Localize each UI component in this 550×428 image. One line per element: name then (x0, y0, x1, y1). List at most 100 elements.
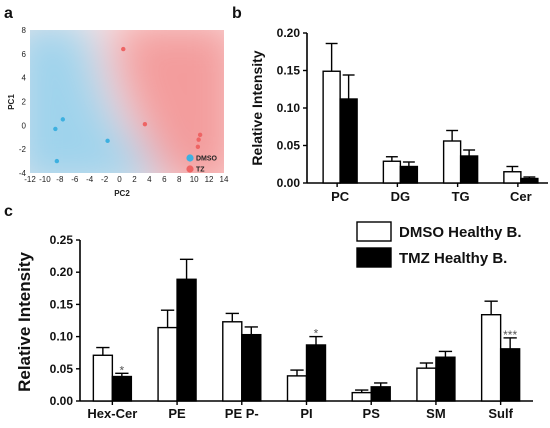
category-label: PC (331, 189, 350, 204)
y-tick-label: 0.10 (277, 101, 301, 115)
category-label: PE (168, 406, 186, 421)
bar-dmso (480, 314, 502, 402)
bar-dmso (222, 321, 243, 402)
panel-b-letter: b (232, 5, 242, 22)
pca-point-dmso (105, 138, 110, 144)
panel-a-letter: a (4, 5, 13, 22)
pca-x-axis-label: PC2 (114, 189, 130, 198)
bar-dmso (92, 354, 114, 402)
bar-dmso (157, 326, 178, 402)
bar-dmso (322, 70, 341, 184)
significance-marker: * (120, 363, 125, 377)
pca-legend: DMSO TZ (186, 154, 218, 174)
pca-point-dmso (53, 126, 58, 132)
significance-marker: *** (503, 328, 517, 342)
y-tick-label: 0.05 (50, 362, 74, 376)
bar-tmz (339, 98, 358, 184)
pca-point-dmso (54, 158, 60, 164)
pca-x-tick-label: -6 (71, 175, 79, 184)
y-tick-label: 0.15 (50, 297, 74, 311)
category-label: Sulf (488, 406, 513, 421)
y-tick-label: 0.15 (277, 64, 301, 78)
bar-dmso (286, 375, 308, 402)
legend-marker-tz (186, 165, 194, 173)
bar-tmz (111, 375, 133, 402)
category-label: PE P- (225, 406, 259, 421)
category-label: SM (426, 406, 446, 421)
pca-point-tz (195, 144, 201, 149)
pca-point-dmso (60, 117, 66, 122)
pca-point-tz (121, 46, 126, 52)
pca-y-axis-label: PC1 (7, 94, 16, 110)
pca-y-tick-label: 2 (22, 98, 27, 107)
y-tick-label: 0.10 (50, 330, 74, 344)
bar-tmz (305, 344, 327, 402)
pca-x-tick-label: 0 (117, 175, 122, 184)
pca-y-tick-label: 4 (22, 74, 27, 83)
category-label: PI (300, 406, 312, 421)
pca-y-tick-label: 8 (22, 26, 27, 35)
legend-label-tmz: TMZ Healthy B. (399, 250, 507, 267)
legend-swatch-tmz (356, 247, 392, 268)
y-tick-label: 0.25 (50, 233, 74, 247)
pca-x-tick-label: -8 (56, 175, 64, 184)
pca-x-tick-label: 12 (205, 175, 214, 184)
bar-chart-b: Relative Intensity 0.00 0.05 0.10 0.15 0.20 P… (249, 26, 548, 204)
bar-tmz (459, 155, 479, 184)
legend-label-dmso: DMSO Healthy B. (399, 224, 522, 241)
pca-y-tick-label: -4 (19, 169, 27, 178)
bar-tmz (499, 348, 521, 402)
pca-x-tick-label: 4 (147, 175, 152, 184)
bar-dmso (442, 140, 462, 184)
significance-marker: * (314, 327, 319, 341)
pca-x-tick-label: 6 (162, 175, 167, 184)
category-label: DG (391, 189, 411, 204)
category-label: Hex-Cer (87, 406, 137, 421)
category-label: TG (452, 189, 470, 204)
y-tick-label: 0.20 (50, 265, 74, 279)
y-tick-label: 0.05 (277, 139, 301, 153)
pca-y-tick-label: 6 (22, 50, 27, 59)
pca-points (53, 46, 203, 164)
bar-tmz (176, 278, 197, 402)
legend-marker-dmso (186, 154, 194, 162)
legend-label-dmso: DMSO (196, 156, 218, 163)
pca-point-tz (142, 121, 148, 127)
pca-x-tick-label: 14 (220, 175, 229, 184)
pca-x-tick-label: 2 (132, 175, 137, 184)
b-y-axis-label: Relative Intensity (249, 50, 265, 165)
bar-tmz (520, 177, 539, 184)
pca-x-tick-label: -12 (24, 175, 36, 184)
bar-dmso (416, 367, 437, 402)
bar-chart-c: Relative Intensity 0.00 0.05 0.10 0.15 0.20 0… (15, 221, 533, 421)
legend-label-tz: TZ (196, 167, 205, 174)
bar-tmz (241, 333, 262, 402)
pca-background (30, 30, 224, 173)
pca-panel: -12 -10 -8 -6 -4 -2 0 2 4 6 8 10 12 14 -4 -2 0 2 4 6 8 DMSO T… (7, 26, 229, 198)
pca-point-tz (196, 137, 201, 142)
pca-x-tick-label: 10 (190, 175, 199, 184)
bar-tmz (399, 165, 419, 184)
bar-dmso (503, 171, 522, 184)
bar-tmz (370, 386, 391, 402)
pca-x-tick-label: -10 (39, 175, 51, 184)
pca-x-tick-label: -2 (101, 175, 109, 184)
pca-axes: -12 -10 -8 -6 -4 -2 0 2 4 6 8 10 12 14 -4 -2 0 2 4 6 8 (19, 26, 229, 184)
category-label: PS (363, 406, 381, 421)
legend-swatch-dmso (356, 221, 392, 242)
pca-x-tick-label: 8 (177, 175, 182, 184)
pca-y-tick-label: -2 (19, 145, 27, 154)
bar-dmso (351, 391, 372, 402)
pca-y-tick-label: 0 (22, 121, 27, 130)
bar-tmz (435, 356, 456, 402)
c-y-axis-label: Relative Intensity (15, 252, 34, 392)
y-tick-label: 0.00 (50, 394, 74, 408)
category-label: Cer (510, 189, 532, 204)
y-tick-label: 0.00 (277, 176, 301, 190)
pca-x-tick-label: -4 (86, 175, 94, 184)
y-tick-label: 0.20 (277, 26, 301, 40)
pca-point-tz (197, 132, 203, 138)
bar-dmso (382, 160, 402, 184)
panel-c-letter: c (4, 203, 13, 220)
